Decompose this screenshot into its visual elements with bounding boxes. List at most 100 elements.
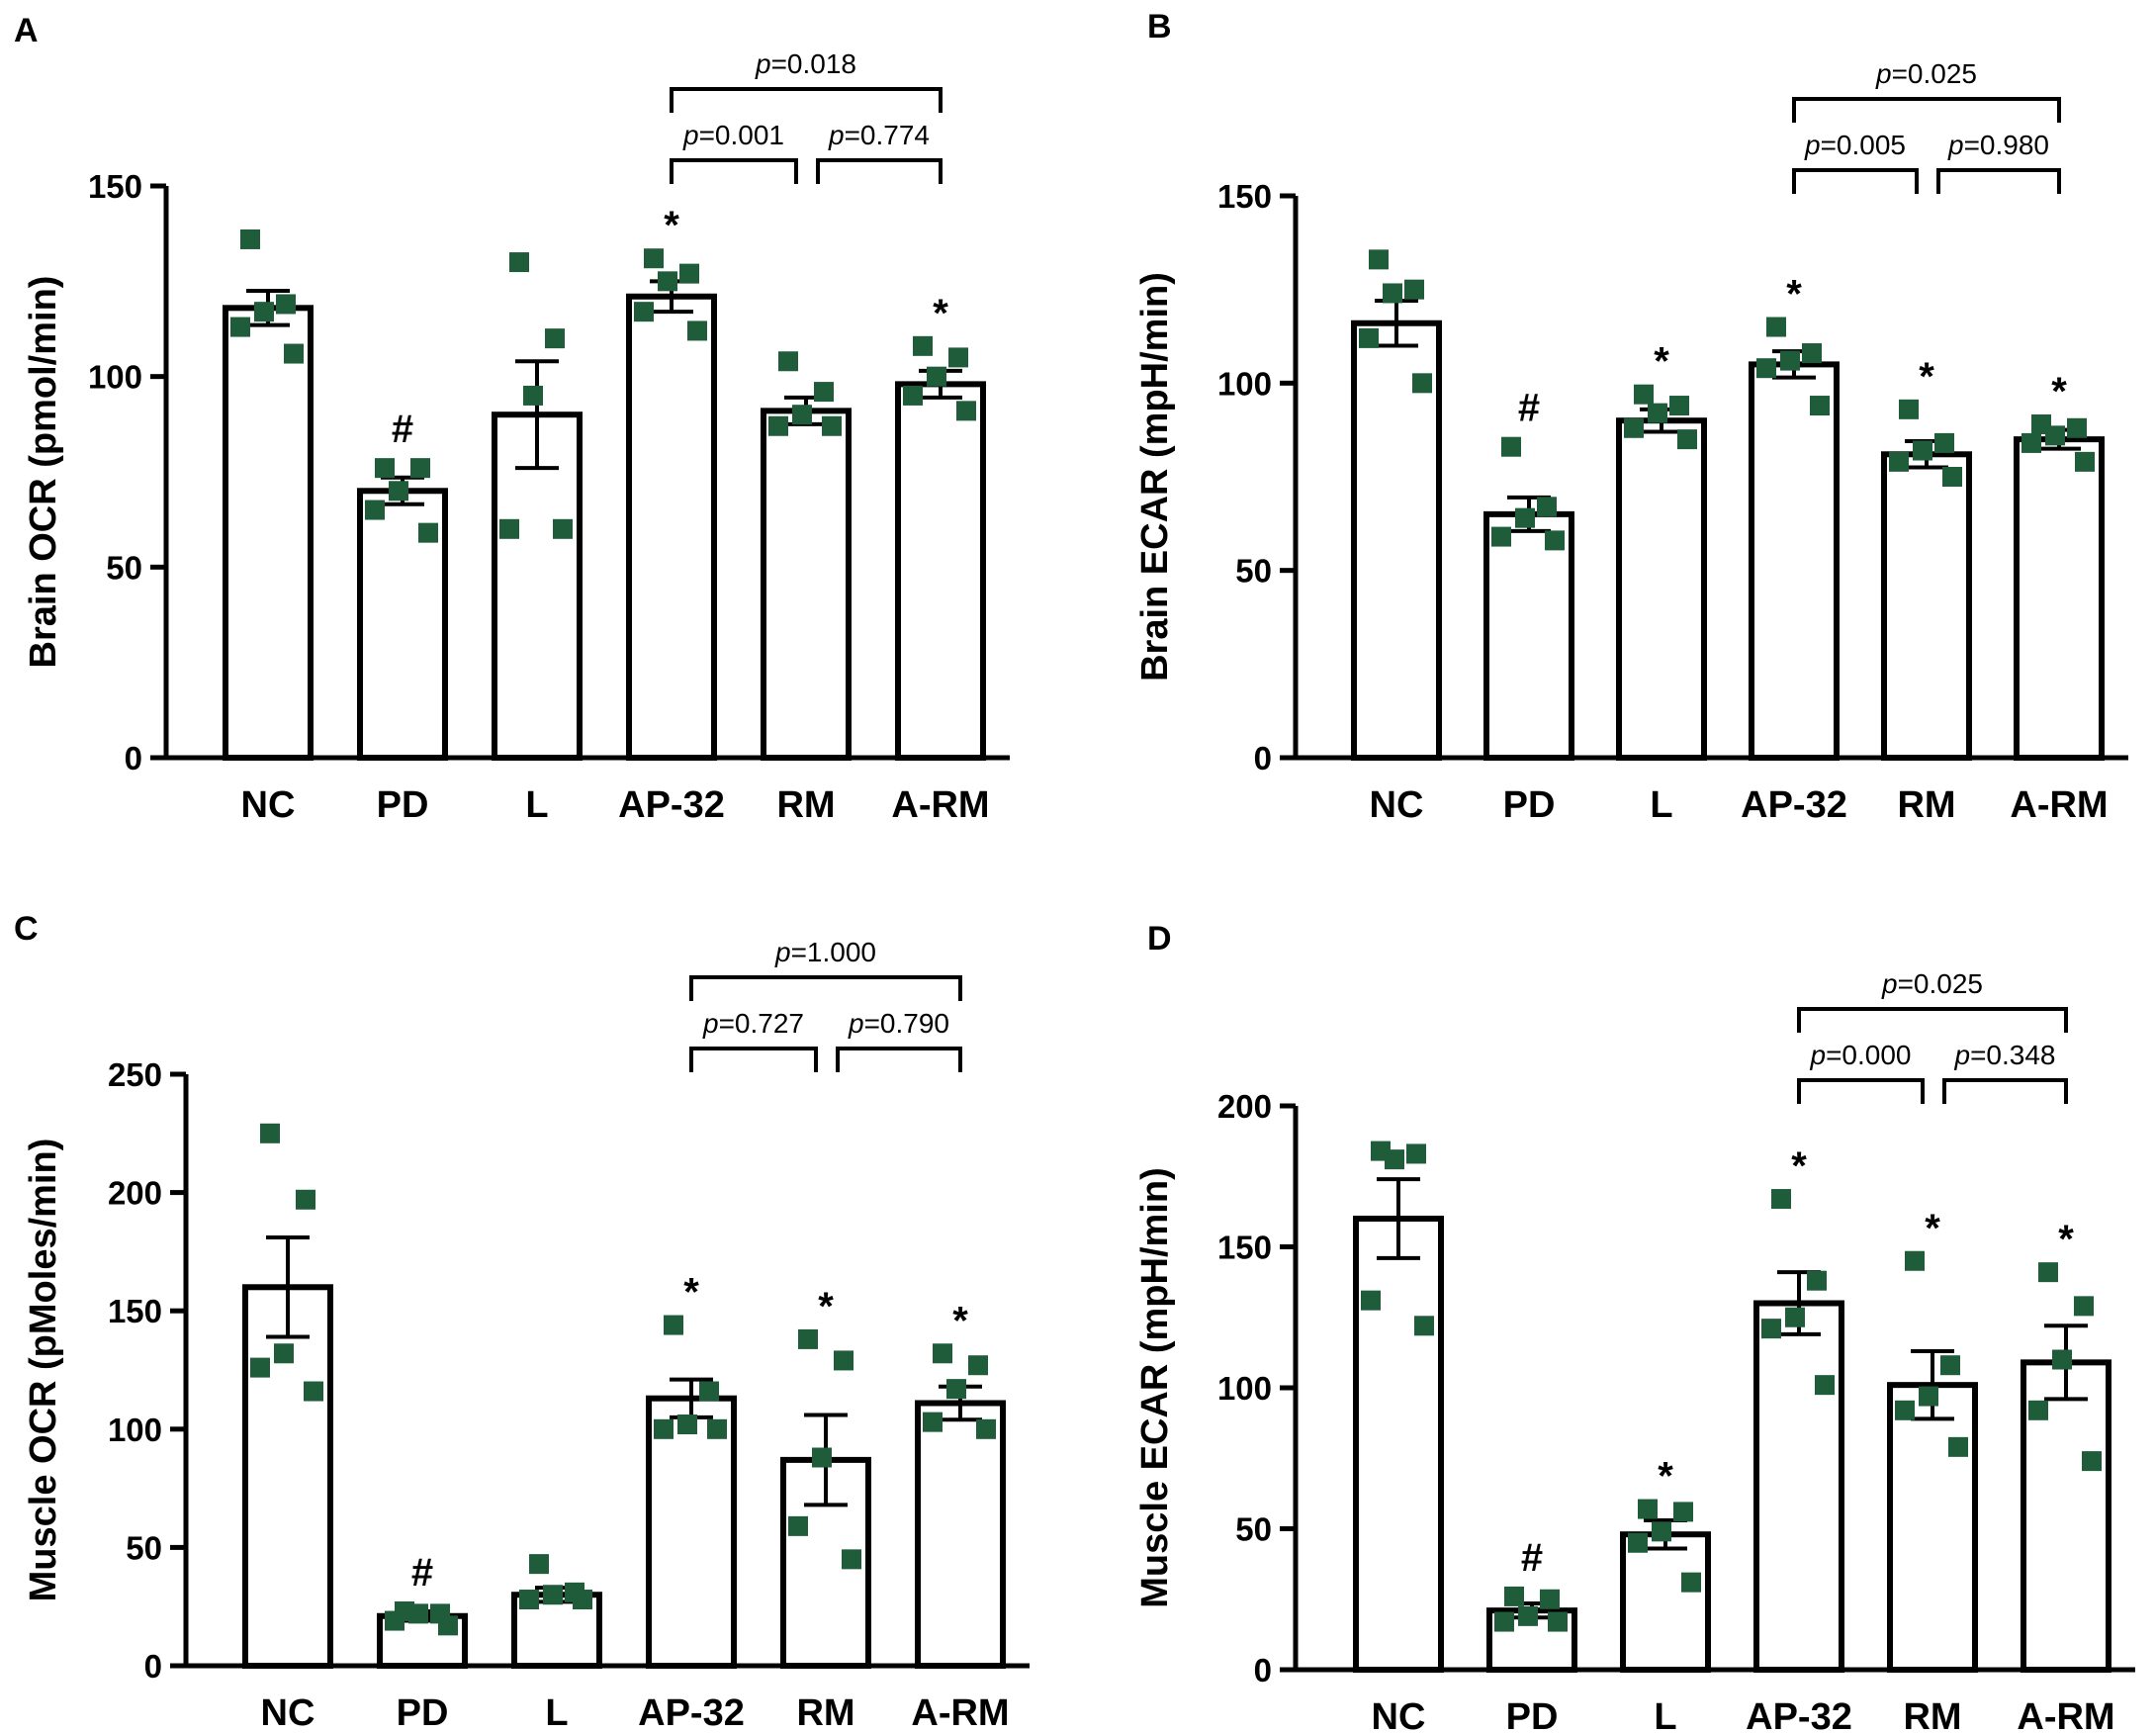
data-point	[250, 1357, 270, 1378]
y-tick-label: 100	[1217, 1370, 1272, 1407]
comparison-bracket	[689, 1047, 818, 1072]
panel-letter: D	[1147, 920, 1172, 958]
x-tick-label: RM	[796, 1692, 854, 1734]
comparison-bracket	[1792, 97, 2061, 123]
data-point	[1766, 317, 1786, 337]
asterisk-marker: *	[1654, 340, 1669, 384]
data-point	[545, 328, 565, 349]
data-point	[1537, 497, 1557, 517]
comparison-bracket	[836, 1047, 962, 1072]
panel-c: C Muscle OCR (pMoles/min) 0 50 100 150 200 250 N…	[14, 910, 1030, 1734]
y-tick-label: 50	[1235, 553, 1272, 590]
data-point	[1628, 1532, 1648, 1553]
data-point	[2045, 425, 2065, 446]
data-point	[2082, 1451, 2102, 1472]
data-point	[2074, 1296, 2094, 1317]
comparison-bracket	[1797, 1078, 1925, 1104]
bar	[895, 381, 986, 761]
x-tick-label: RM	[1897, 784, 1955, 826]
y-axis-label: Muscle ECAR (mpH/min)	[1134, 1167, 1176, 1607]
hash-marker: #	[392, 408, 413, 451]
hash-marker: #	[411, 1551, 433, 1595]
data-point	[1669, 396, 1689, 416]
data-point	[778, 351, 798, 372]
data-point	[1515, 507, 1535, 528]
data-point	[2067, 417, 2087, 438]
x-tick-label: PD	[1503, 784, 1556, 826]
x-tick-label: NC	[241, 784, 296, 826]
y-tick-label: 150	[108, 1293, 162, 1329]
y-tick-label: 200	[1217, 1088, 1272, 1125]
y-tick-label: 50	[126, 1529, 162, 1566]
data-point	[1404, 279, 1424, 300]
p-value-label: p=0.774	[828, 120, 930, 150]
panel-letter: A	[14, 12, 39, 49]
bar	[1887, 1382, 1978, 1674]
data-point	[1624, 417, 1644, 438]
data-point	[230, 317, 250, 337]
data-point	[1940, 1355, 1960, 1376]
data-point	[1677, 429, 1697, 450]
comparison-bracket	[1797, 1007, 2068, 1033]
data-point	[240, 228, 260, 249]
data-point	[658, 271, 677, 292]
data-point	[812, 1447, 832, 1468]
data-point	[1385, 1149, 1404, 1170]
data-point	[418, 522, 438, 543]
data-point	[1361, 1290, 1381, 1311]
x-tick-label: A-RM	[2010, 784, 2108, 826]
data-point	[679, 263, 699, 284]
x-tick-label: RM	[776, 784, 835, 826]
bar	[915, 1400, 1006, 1670]
x-tick-label: NC	[1372, 1696, 1426, 1734]
data-point	[956, 401, 976, 421]
bar	[1353, 1216, 1444, 1673]
data-point	[1761, 1319, 1781, 1339]
data-point	[1673, 1502, 1693, 1522]
data-point	[1504, 1586, 1524, 1606]
data-point	[792, 405, 812, 425]
data-point	[1905, 1250, 1925, 1271]
y-tick-label: 100	[1217, 365, 1272, 402]
data-point	[1934, 432, 1954, 453]
data-point	[2028, 1400, 2048, 1420]
data-point	[1652, 1521, 1671, 1542]
p-value-label: p=0.025	[1881, 968, 1983, 999]
comparison-bracket	[816, 158, 943, 184]
x-tick-label: PD	[1506, 1696, 1559, 1734]
bar	[626, 293, 717, 761]
data-point	[1681, 1572, 1701, 1593]
asterisk-marker: *	[818, 1285, 834, 1328]
data-point	[523, 385, 543, 406]
data-point	[365, 500, 385, 520]
x-tick-label: PD	[397, 1692, 449, 1734]
data-point	[1948, 1436, 1968, 1457]
data-point	[2021, 432, 2041, 453]
data-point	[1412, 373, 1432, 394]
data-point	[1638, 1499, 1658, 1519]
x-tick-label: L	[1654, 1696, 1676, 1734]
data-point	[389, 481, 408, 502]
data-point	[677, 1415, 697, 1435]
data-point	[814, 382, 834, 403]
y-tick-label: 150	[1217, 1230, 1272, 1266]
data-point	[1756, 358, 1776, 379]
x-tick-label: NC	[261, 1692, 315, 1734]
y-tick-label: 100	[108, 1412, 162, 1448]
y-tick-label: 0	[1254, 1652, 1272, 1688]
data-point	[1634, 384, 1654, 405]
p-value-label: p=0.000	[1810, 1040, 1912, 1070]
data-point	[1369, 249, 1389, 270]
data-point	[408, 1603, 428, 1624]
data-point	[948, 347, 968, 368]
x-tick-label: L	[545, 1692, 568, 1734]
data-point	[553, 518, 573, 539]
bar	[2014, 436, 2105, 761]
panel-a: A Brain OCR (pmol/min) 0 50 100 150 NC PD # L AP-3…	[14, 12, 1010, 826]
data-point	[2052, 1349, 2072, 1370]
comparison-bracket	[1942, 1078, 2068, 1104]
data-point	[2038, 1262, 2058, 1283]
data-point	[1406, 1143, 1426, 1164]
data-point	[1919, 1386, 1938, 1407]
